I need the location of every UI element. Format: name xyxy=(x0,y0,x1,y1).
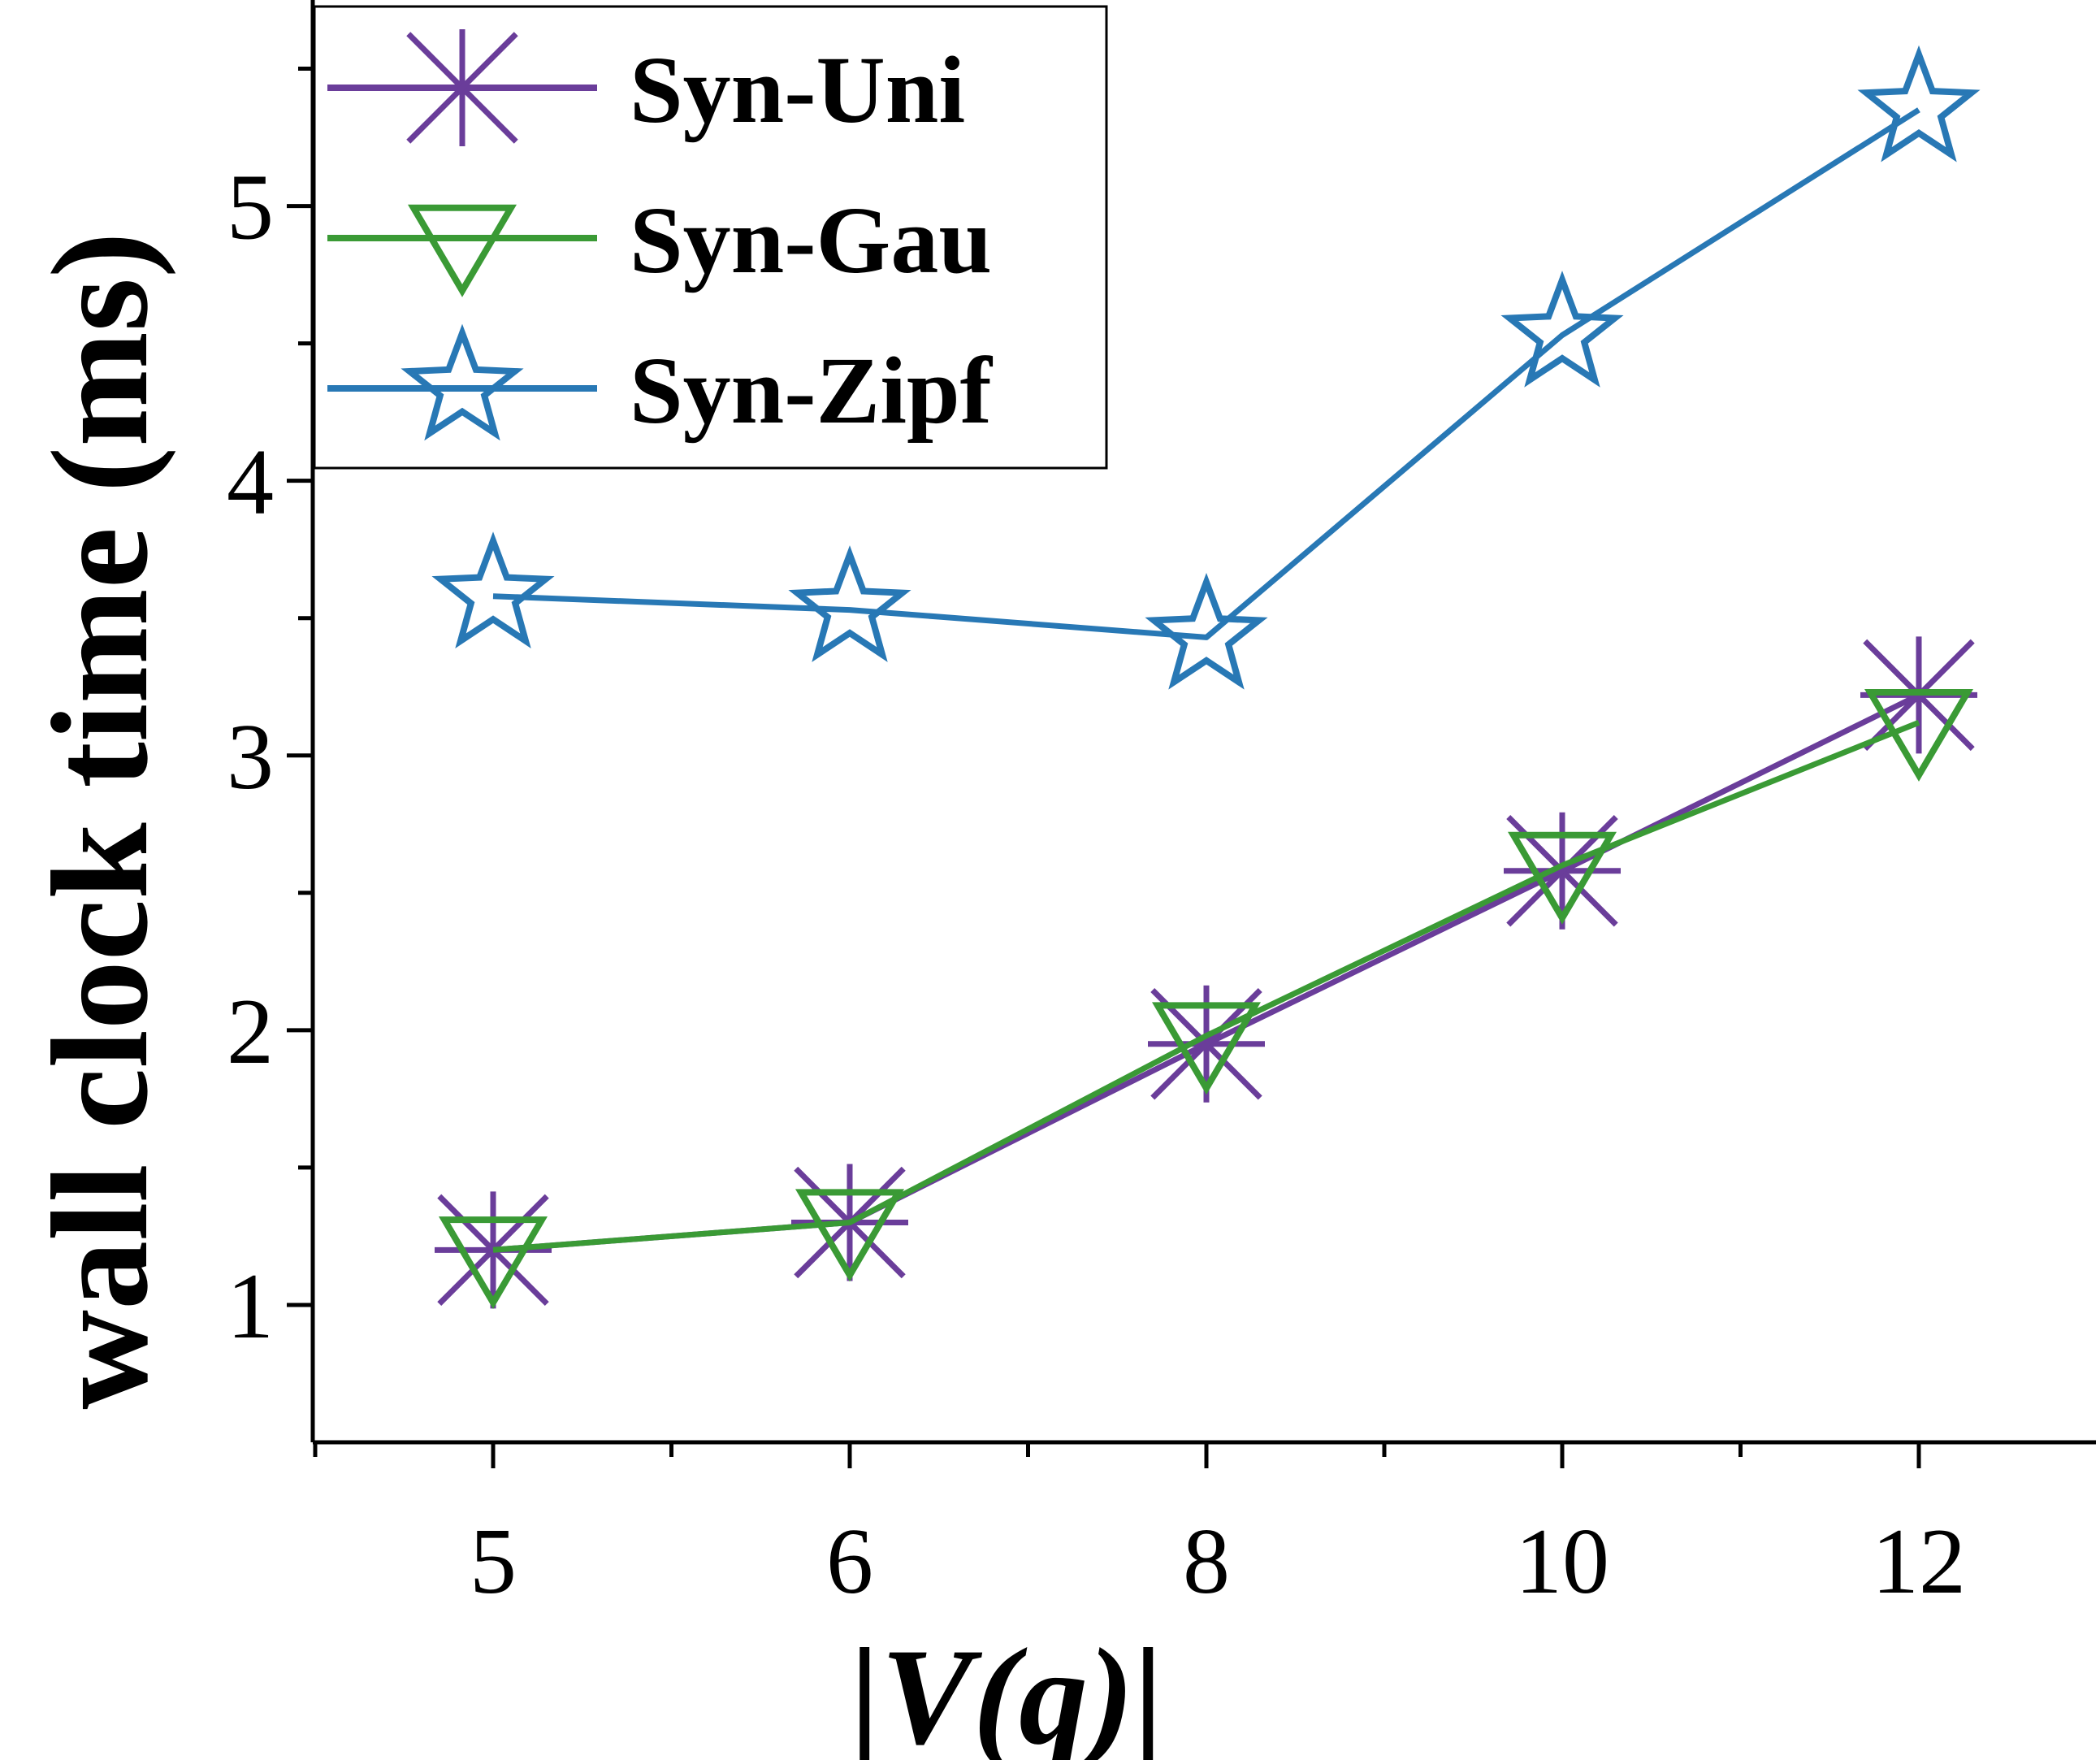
x-tick-label: 12 xyxy=(1872,1510,1966,1614)
marker-triangle xyxy=(1508,831,1617,925)
x-tick-label: 6 xyxy=(826,1510,873,1614)
y-axis-title: wall clock time (ms) xyxy=(24,232,176,1409)
series-syn-gau xyxy=(439,688,1973,1310)
marker-asterisk-stroke xyxy=(406,32,518,144)
data-point xyxy=(431,531,555,648)
data-point xyxy=(1152,1002,1261,1095)
data-point xyxy=(788,545,911,662)
legend-item-syn-uni: Syn-Uni xyxy=(327,29,965,146)
marker-star xyxy=(1857,45,1981,163)
legend-marker xyxy=(404,29,521,146)
y-tick-label: 3 xyxy=(227,705,274,809)
x-axis-title: |V(q)| xyxy=(851,1620,1164,1760)
x-tick-label: 8 xyxy=(1183,1510,1230,1614)
series-syn-zipf xyxy=(431,45,1981,690)
series-line xyxy=(492,692,1920,1253)
legend-item-syn-gau: Syn-Gau xyxy=(327,187,992,297)
series-syn-uni xyxy=(435,636,1977,1309)
series-line xyxy=(492,719,1920,1253)
x-tick-label: 10 xyxy=(1515,1510,1609,1614)
marker-triangle xyxy=(1864,688,1973,782)
marker-triangle xyxy=(1152,1002,1261,1095)
marker-star xyxy=(431,531,555,648)
legend: Syn-Uni Syn-Gau Syn-Zipf xyxy=(313,5,1108,470)
marker-star xyxy=(401,323,524,441)
data-point xyxy=(1864,688,1973,782)
y-tick-label: 2 xyxy=(227,980,274,1084)
legend-label: Syn-Zipf xyxy=(630,337,994,444)
legend-marker xyxy=(401,323,524,441)
marker-star xyxy=(1145,572,1268,690)
marker-asterisk-stroke xyxy=(437,1194,549,1307)
marker-triangle xyxy=(795,1189,904,1282)
marker-triangle xyxy=(408,204,517,297)
y-tick-label: 4 xyxy=(227,431,274,535)
marker-star xyxy=(1500,271,1624,388)
data-point xyxy=(435,1191,552,1309)
data-point xyxy=(1857,45,1981,163)
legend-label: Syn-Uni xyxy=(630,37,965,143)
series-line xyxy=(492,107,1920,640)
x-tick-label: 5 xyxy=(470,1510,517,1614)
data-point xyxy=(1508,831,1617,925)
y-tick-label: 1 xyxy=(227,1255,274,1359)
legend-marker xyxy=(408,204,517,297)
marker-star xyxy=(788,545,911,662)
legend-item-syn-zipf: Syn-Zipf xyxy=(327,323,994,444)
data-point xyxy=(1145,572,1268,690)
series-layer xyxy=(431,45,1981,1310)
data-point xyxy=(1500,271,1624,388)
marker-triangle xyxy=(439,1216,548,1310)
data-point xyxy=(439,1216,548,1310)
y-tick-label: 5 xyxy=(227,156,274,260)
legend-label: Syn-Gau xyxy=(630,187,992,293)
data-point xyxy=(795,1189,904,1282)
